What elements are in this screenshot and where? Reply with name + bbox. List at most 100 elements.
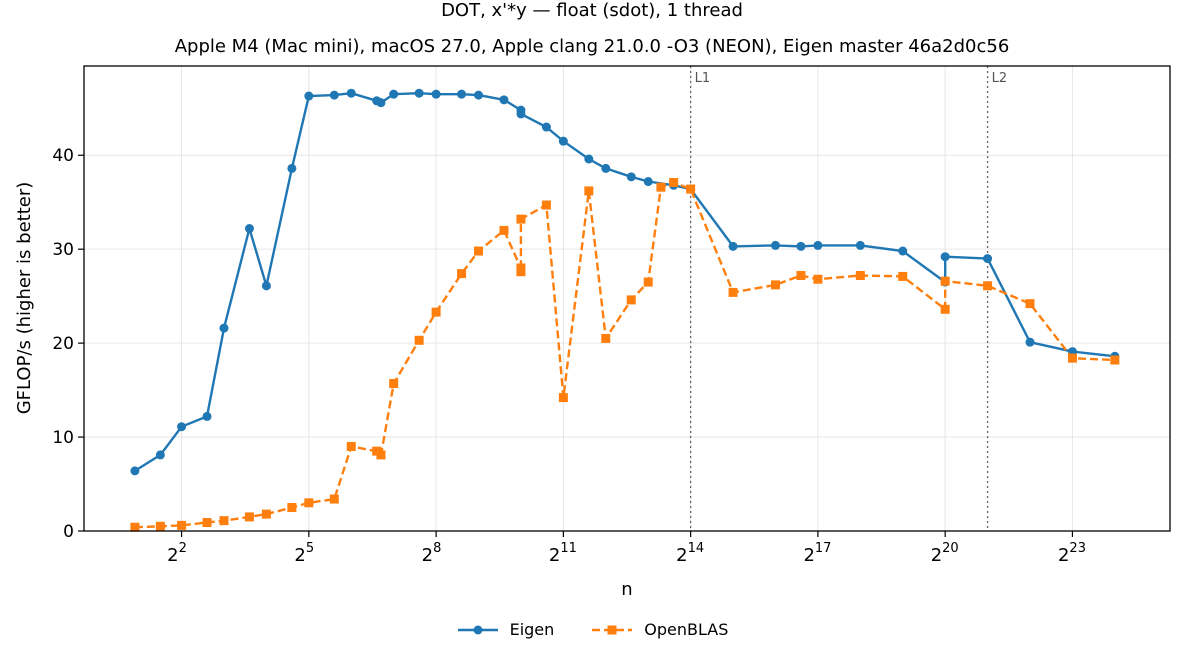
x-tick-label: 2 20 xyxy=(931,541,959,566)
data-point xyxy=(304,498,314,508)
y-tick-label: 30 xyxy=(52,240,74,260)
data-point xyxy=(457,89,467,99)
data-point xyxy=(346,441,356,451)
plot-frame xyxy=(83,65,1171,532)
data-point xyxy=(202,518,212,528)
data-point xyxy=(329,494,339,504)
data-point xyxy=(584,154,594,164)
data-point xyxy=(516,214,526,224)
data-point xyxy=(474,246,484,256)
series-line xyxy=(134,92,1116,472)
data-point xyxy=(855,270,865,280)
x-tick-base: 2 xyxy=(676,545,687,566)
cache-line-label: L2 xyxy=(992,71,1008,86)
data-point xyxy=(770,240,780,250)
x-tick-exponent: 23 xyxy=(1069,541,1086,556)
data-point xyxy=(898,271,908,281)
data-point xyxy=(643,277,653,287)
x-tick-exponent: 20 xyxy=(942,541,959,556)
x-tick-exponent: 11 xyxy=(560,541,577,556)
x-tick-exponent: 2 xyxy=(179,541,187,556)
data-point xyxy=(601,333,611,343)
data-point xyxy=(414,88,424,98)
x-tick-exponent: 5 xyxy=(306,541,314,556)
data-point xyxy=(1025,337,1035,347)
data-point xyxy=(796,270,806,280)
data-point xyxy=(499,225,509,235)
data-point xyxy=(516,267,526,277)
x-tick-base: 2 xyxy=(803,545,814,566)
data-point xyxy=(346,88,356,98)
data-point xyxy=(686,184,696,194)
data-point xyxy=(219,516,229,526)
x-axis-label: n xyxy=(621,579,632,600)
legend-eigen-swatch xyxy=(457,625,498,634)
data-point xyxy=(202,411,212,421)
data-point xyxy=(770,280,780,290)
data-point xyxy=(813,240,823,250)
series-openblas xyxy=(130,177,1120,532)
y-tick-label: 20 xyxy=(52,334,74,354)
y-tick-label: 0 xyxy=(63,522,74,542)
x-tick-exponent: 8 xyxy=(433,541,441,556)
data-point xyxy=(728,287,738,297)
data-point xyxy=(130,522,140,532)
data-point xyxy=(329,90,339,100)
data-point xyxy=(983,281,993,291)
data-point xyxy=(431,89,441,99)
x-tick-label: 2 11 xyxy=(549,541,577,566)
y-tick-label: 40 xyxy=(52,146,74,166)
x-tick-label: 2 17 xyxy=(803,541,831,566)
y-tick-label: 10 xyxy=(52,428,74,448)
data-point xyxy=(474,90,484,100)
data-point xyxy=(414,335,424,345)
data-point xyxy=(626,295,636,305)
series-layer xyxy=(130,88,1120,532)
data-point xyxy=(389,89,399,99)
data-point xyxy=(940,304,950,314)
data-point xyxy=(983,254,993,264)
data-point xyxy=(541,200,551,210)
data-point xyxy=(796,241,806,251)
data-point xyxy=(177,422,187,432)
data-point xyxy=(244,512,254,522)
legend-openblas-swatch xyxy=(592,625,633,634)
data-point xyxy=(177,520,187,530)
data-point xyxy=(130,466,140,476)
data-point xyxy=(1110,355,1120,365)
legend-item-openblas: OpenBLAS xyxy=(590,620,728,639)
legend: Eigen OpenBLAS xyxy=(0,620,1184,639)
chart-title: DOT, x'*y — float (sdot), 1 thread xyxy=(441,0,743,21)
data-point xyxy=(516,109,526,119)
cache-line-label: L1 xyxy=(695,71,711,86)
data-point xyxy=(940,252,950,262)
x-tick-base: 2 xyxy=(549,545,560,566)
data-point xyxy=(499,95,509,105)
data-point xyxy=(584,186,594,196)
data-point xyxy=(558,136,568,146)
x-tick-exponent: 14 xyxy=(688,541,705,556)
data-point xyxy=(940,276,950,286)
data-point xyxy=(626,172,636,182)
data-point xyxy=(219,323,229,333)
data-point xyxy=(244,224,254,234)
data-point xyxy=(376,450,386,460)
legend-label-eigen: Eigen xyxy=(509,620,555,639)
x-tick-exponent: 17 xyxy=(815,541,832,556)
data-point xyxy=(261,281,271,291)
data-point xyxy=(728,241,738,251)
data-point xyxy=(813,274,823,284)
x-tick-base: 2 xyxy=(1058,545,1069,566)
data-point xyxy=(1025,299,1035,309)
data-point xyxy=(669,177,679,187)
data-point xyxy=(155,450,165,460)
data-point xyxy=(601,163,611,173)
data-point xyxy=(643,177,653,187)
data-point xyxy=(457,269,467,279)
cache-lines-layer: L1 L2 xyxy=(689,66,1008,531)
data-point xyxy=(1067,353,1077,363)
